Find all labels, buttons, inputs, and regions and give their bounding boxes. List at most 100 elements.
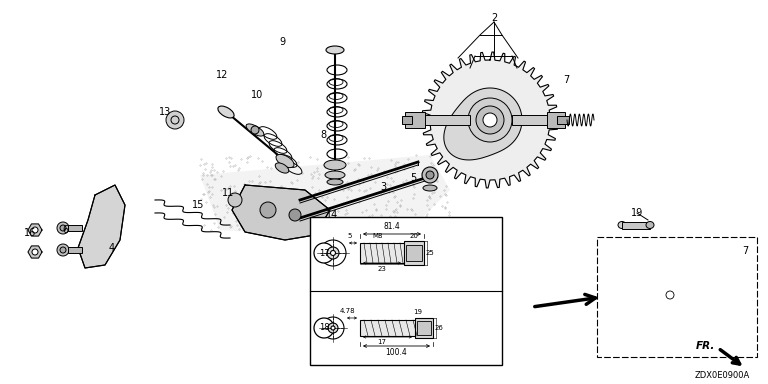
Polygon shape: [28, 246, 42, 258]
Ellipse shape: [246, 124, 264, 136]
Circle shape: [426, 171, 434, 179]
Circle shape: [666, 291, 674, 299]
Bar: [557, 116, 569, 124]
Ellipse shape: [218, 106, 234, 118]
Polygon shape: [640, 275, 690, 318]
Polygon shape: [200, 155, 450, 240]
Circle shape: [314, 318, 334, 338]
Bar: [310, 217, 502, 365]
Circle shape: [289, 209, 301, 221]
Text: 14: 14: [326, 210, 338, 220]
Circle shape: [166, 111, 184, 129]
Ellipse shape: [275, 163, 289, 173]
Bar: [68, 247, 82, 253]
Ellipse shape: [646, 222, 654, 228]
Polygon shape: [444, 88, 522, 160]
Bar: [404, 241, 424, 265]
Text: 20: 20: [409, 233, 419, 239]
Text: 26: 26: [435, 325, 444, 331]
Bar: [614, 289, 628, 301]
Circle shape: [57, 244, 69, 256]
Text: 4: 4: [109, 243, 115, 253]
Circle shape: [60, 225, 66, 231]
Circle shape: [468, 98, 512, 142]
Ellipse shape: [276, 154, 294, 167]
Text: 9: 9: [279, 37, 285, 47]
Bar: [420, 115, 470, 125]
Text: 7: 7: [742, 246, 748, 256]
Bar: [360, 320, 422, 336]
Circle shape: [314, 243, 334, 263]
Text: 10: 10: [251, 90, 263, 100]
Bar: [405, 112, 425, 128]
Polygon shape: [422, 52, 558, 188]
Circle shape: [32, 227, 38, 233]
Circle shape: [655, 280, 685, 310]
Polygon shape: [232, 185, 330, 240]
Bar: [415, 318, 433, 338]
Text: 19: 19: [413, 309, 422, 315]
Circle shape: [483, 113, 497, 127]
Text: 13: 13: [159, 107, 171, 117]
Bar: [684, 291, 714, 299]
Circle shape: [322, 317, 344, 339]
Text: 8: 8: [320, 130, 326, 140]
Text: 17: 17: [378, 339, 386, 345]
Text: 23: 23: [378, 266, 386, 272]
Text: 15: 15: [192, 200, 204, 210]
Circle shape: [327, 247, 339, 259]
Text: 5: 5: [348, 233, 353, 239]
Text: 11: 11: [222, 188, 234, 198]
Text: 81.4: 81.4: [384, 222, 400, 231]
Text: 19: 19: [631, 208, 643, 218]
Ellipse shape: [325, 171, 345, 179]
Circle shape: [476, 106, 504, 134]
Polygon shape: [628, 253, 712, 337]
Text: 3: 3: [380, 182, 386, 192]
Circle shape: [60, 247, 66, 253]
Text: 16: 16: [24, 228, 36, 238]
Circle shape: [328, 323, 338, 333]
Bar: [706, 289, 718, 301]
Ellipse shape: [423, 185, 437, 191]
Circle shape: [228, 193, 242, 207]
Ellipse shape: [327, 179, 343, 185]
Text: ZDX0E0900A: ZDX0E0900A: [695, 371, 750, 379]
Text: M8: M8: [372, 233, 383, 239]
Circle shape: [251, 126, 259, 134]
Text: 4.78: 4.78: [340, 308, 356, 314]
Circle shape: [331, 326, 335, 330]
Text: 17: 17: [319, 248, 329, 258]
Ellipse shape: [618, 222, 626, 228]
Bar: [360, 243, 410, 263]
Circle shape: [422, 167, 438, 183]
Bar: [68, 225, 82, 231]
Text: 5: 5: [410, 173, 416, 183]
Text: 6: 6: [62, 225, 68, 235]
Circle shape: [661, 286, 679, 304]
Ellipse shape: [326, 46, 344, 54]
Bar: [625, 291, 657, 299]
Circle shape: [330, 250, 336, 255]
Ellipse shape: [324, 160, 346, 170]
Bar: [402, 116, 412, 124]
Circle shape: [57, 222, 69, 234]
Circle shape: [320, 240, 346, 266]
Text: 12: 12: [216, 70, 228, 80]
Bar: [547, 112, 565, 128]
Bar: [512, 115, 557, 125]
Text: 7: 7: [563, 75, 569, 85]
Text: 100.4: 100.4: [386, 348, 407, 357]
Bar: [597, 237, 757, 357]
Polygon shape: [78, 185, 125, 268]
Polygon shape: [28, 224, 42, 236]
Bar: [417, 321, 431, 335]
Bar: [622, 222, 650, 228]
Text: 25: 25: [426, 250, 435, 256]
Text: FR.: FR.: [696, 341, 715, 351]
Bar: [406, 245, 422, 261]
Circle shape: [32, 249, 38, 255]
Text: 2: 2: [491, 13, 497, 23]
Circle shape: [260, 202, 276, 218]
Text: 18: 18: [319, 323, 329, 333]
